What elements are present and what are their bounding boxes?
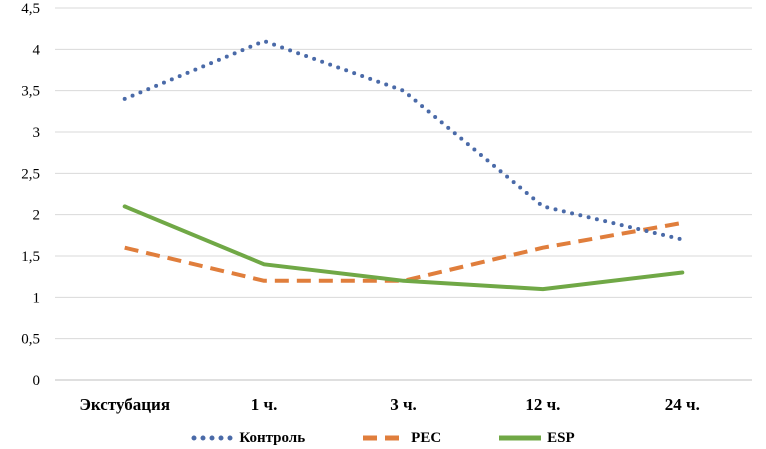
series-line-Контроль bbox=[122, 39, 685, 242]
y-tick-label: 4,5 bbox=[21, 1, 40, 17]
y-axis-tick-labels: 0 0,5 1 1,5 2 2,5 3 3,5 4 4,5 bbox=[21, 1, 40, 389]
legend-label: PEC bbox=[411, 429, 442, 446]
legend-swatch-solid bbox=[499, 435, 542, 441]
legend-item-esp: ESP bbox=[499, 430, 575, 447]
legend-swatch-dashed bbox=[363, 435, 406, 441]
legend: Контроль PEC ESP bbox=[0, 427, 766, 449]
legend-label: Контроль bbox=[239, 429, 306, 446]
gridlines bbox=[55, 7, 752, 381]
x-category-label: Экстубация bbox=[79, 395, 170, 414]
y-tick-label: 1,5 bbox=[21, 249, 40, 265]
series-lines bbox=[122, 39, 685, 292]
series-line-PEC bbox=[124, 220, 683, 283]
legend-swatch-dotted bbox=[191, 435, 234, 441]
legend-item-pec: PEC bbox=[363, 430, 441, 447]
y-tick-label: 1 bbox=[33, 290, 41, 306]
legend-label: ESP bbox=[547, 429, 575, 446]
x-category-label: 24 ч. bbox=[665, 395, 700, 414]
x-category-label: 1 ч. bbox=[251, 395, 278, 414]
x-category-label: 3 ч. bbox=[390, 395, 417, 414]
line-chart: 0 0,5 1 1,5 2 2,5 3 3,5 4 4,5 Экстубация 1 ч. 3 ч. 1… bbox=[21, 1, 752, 414]
legend-item-control: Контроль bbox=[191, 430, 305, 447]
x-category-label: 12 ч. bbox=[525, 395, 560, 414]
y-tick-label: 2 bbox=[33, 208, 41, 224]
x-axis-category-labels: Экстубация 1 ч. 3 ч. 12 ч. 24 ч. bbox=[79, 395, 699, 414]
y-tick-label: 4 bbox=[33, 42, 41, 58]
y-tick-label: 3 bbox=[33, 125, 41, 141]
y-tick-label: 0,5 bbox=[21, 332, 40, 348]
y-tick-label: 3,5 bbox=[21, 84, 40, 100]
y-tick-label: 0 bbox=[33, 373, 41, 389]
y-tick-label: 2,5 bbox=[21, 166, 40, 182]
